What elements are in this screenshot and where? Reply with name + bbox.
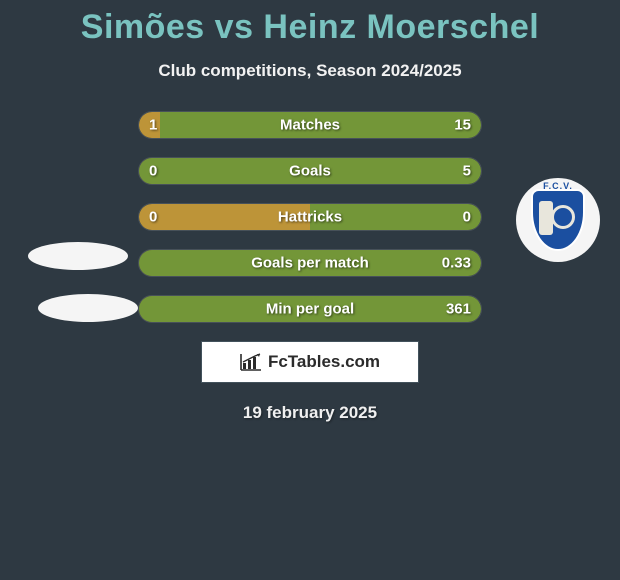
shield-badge-icon: F.C.V. [516,178,600,262]
stat-label: Hattricks [278,209,342,226]
stat-label: Goals per match [251,255,369,272]
stat-label: Min per goal [266,301,354,318]
right-club-badge: F.C.V. [516,178,600,262]
stats-bars: 1 Matches 15 0 Goals 5 0 Hattricks 0 Goals per ma… [138,111,482,323]
logo-text: FcTables.com [268,352,380,372]
stat-bar: 0 Goals 5 [138,157,482,185]
stat-bar: Goals per match 0.33 [138,249,482,277]
stat-left-value: 0 [149,163,157,180]
stat-left-value: 0 [149,209,157,226]
stat-bar: Min per goal 361 [138,295,482,323]
stat-right-value: 0.33 [442,255,471,272]
stat-bar: 1 Matches 15 [138,111,482,139]
ellipse-icon [28,242,128,270]
stat-label: Goals [289,163,331,180]
page-title: Simões vs Heinz Moerschel [0,0,620,47]
stat-left-value: 1 [149,117,157,134]
stat-bar: 0 Hattricks 0 [138,203,482,231]
stat-right-value: 15 [454,117,471,134]
left-player-badge [18,118,102,202]
ellipse-icon [38,294,138,322]
fctables-logo: FcTables.com [201,341,419,383]
chart-icon [240,353,262,371]
stat-right-value: 5 [463,163,471,180]
stat-label: Matches [280,117,340,134]
subtitle: Club competitions, Season 2024/2025 [0,61,620,81]
date-text: 19 february 2025 [0,403,620,423]
stat-right-value: 0 [463,209,471,226]
stat-right-value: 361 [446,301,471,318]
